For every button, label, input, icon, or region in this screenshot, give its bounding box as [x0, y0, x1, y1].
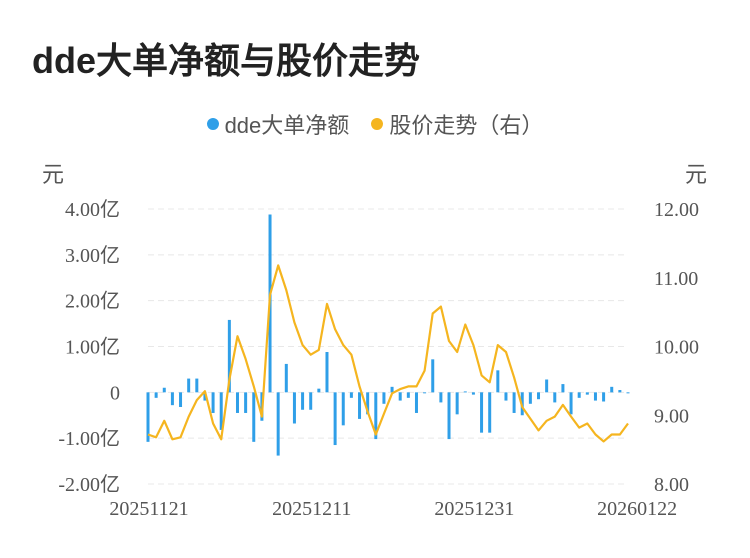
right-tick-label: 9.00	[654, 405, 689, 427]
bar	[154, 392, 158, 398]
bar	[463, 391, 467, 393]
bar	[593, 392, 597, 401]
bar	[577, 392, 581, 398]
bar	[480, 392, 484, 433]
bar	[496, 370, 500, 393]
bar	[602, 392, 606, 402]
bar	[227, 319, 231, 393]
bar	[382, 392, 386, 404]
bar	[610, 386, 614, 393]
bar	[406, 392, 410, 398]
bar	[211, 392, 215, 413]
bar	[561, 384, 565, 393]
bar	[325, 352, 329, 393]
bar	[170, 392, 174, 406]
bar	[284, 363, 288, 393]
legend-dot-dde	[206, 118, 219, 130]
bar	[162, 387, 166, 393]
bar	[309, 392, 313, 410]
bar	[455, 392, 459, 415]
bar	[471, 392, 475, 395]
legend-item-price[interactable]: 股价走势（右）	[371, 108, 543, 140]
price-line	[147, 264, 629, 443]
x-tick-label: 20251231	[434, 498, 514, 520]
bar	[626, 392, 630, 394]
right-tick-label: 10.00	[654, 337, 699, 359]
bar	[553, 392, 557, 403]
bar	[585, 392, 589, 395]
x-tick-label: 20251211	[272, 498, 351, 520]
bar	[423, 392, 427, 394]
bar	[569, 392, 573, 415]
legend-label-dde: dde大单净额	[224, 113, 350, 138]
bar	[537, 392, 541, 400]
legend-item-dde[interactable]: dde大单净额	[206, 108, 350, 140]
bar	[439, 392, 443, 403]
bar	[398, 392, 402, 401]
bar	[528, 392, 532, 404]
bar	[431, 359, 435, 393]
bar	[333, 392, 337, 446]
bar	[187, 378, 191, 393]
left-tick-label: 1.00亿	[65, 336, 120, 359]
bar	[219, 392, 223, 430]
bar	[235, 392, 239, 413]
bar	[618, 390, 622, 393]
left-tick-label: 0	[110, 382, 120, 404]
bar	[317, 388, 321, 393]
bar	[252, 392, 256, 442]
bar	[545, 379, 549, 393]
legend: dde大单净额 股价走势（右）	[0, 108, 750, 140]
x-tick-label: 20260122	[597, 498, 677, 520]
bar	[341, 392, 345, 426]
left-axis-unit: 元	[42, 162, 65, 187]
bar	[292, 392, 296, 424]
bar	[179, 392, 183, 407]
bar	[349, 392, 353, 398]
right-tick-label: 11.00	[654, 268, 698, 290]
bar	[301, 392, 305, 410]
left-tick-label: 4.00亿	[65, 198, 120, 221]
left-tick-label: -2.00亿	[58, 473, 120, 496]
bar	[488, 392, 492, 433]
left-tick-label: 2.00亿	[65, 290, 120, 313]
bar	[504, 392, 508, 401]
right-axis-unit: 元	[685, 162, 708, 187]
left-tick-label: -1.00亿	[58, 427, 120, 450]
bar	[512, 392, 516, 413]
bar	[414, 392, 418, 413]
left-tick-label: 3.00亿	[65, 244, 120, 267]
bar	[374, 392, 378, 440]
bar	[203, 392, 207, 401]
legend-dot-price	[371, 118, 384, 130]
right-tick-label: 8.00	[654, 474, 689, 496]
bar	[276, 392, 280, 456]
bar	[146, 392, 150, 442]
bar	[390, 386, 394, 393]
bar	[366, 392, 370, 415]
legend-label-price: 股价走势（右）	[389, 113, 544, 138]
bar	[195, 378, 199, 393]
bar	[358, 392, 362, 419]
x-tick-label: 20251121	[109, 498, 188, 520]
bar	[244, 392, 248, 413]
bar	[447, 392, 451, 440]
chart-title: dde大单净额与股价走势	[32, 40, 421, 81]
right-tick-label: 12.00	[654, 199, 699, 221]
